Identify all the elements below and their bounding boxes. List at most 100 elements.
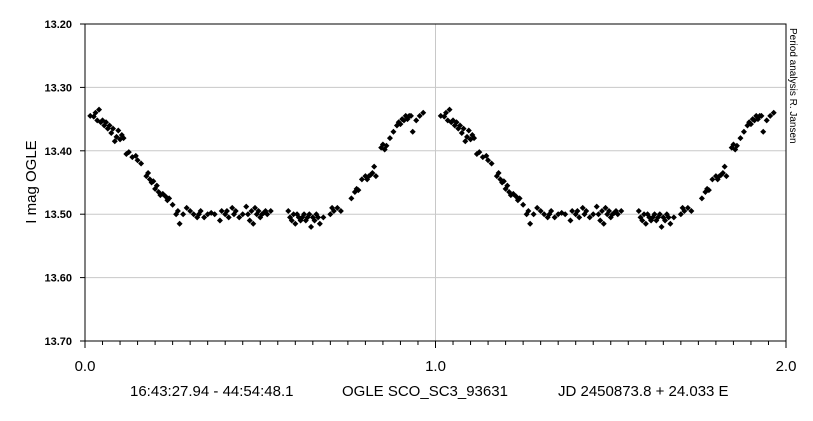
data-point [232,208,239,215]
data-point [763,117,770,124]
data-point [465,127,472,134]
y-tick-label: 13.70 [44,336,72,348]
data-point [458,130,465,137]
data-point [180,211,187,218]
data-point [639,217,646,224]
data-point [598,208,605,215]
data-point [548,208,555,215]
data-point [255,208,262,215]
data-point [330,208,337,215]
data-point [413,117,420,124]
data-point [92,109,99,116]
data-point [111,138,118,145]
data-point [684,204,691,211]
data-point [460,125,467,132]
data-point [567,217,574,224]
data-point [635,208,642,215]
data-point [747,121,754,128]
data-point [516,195,523,202]
data-point [767,112,774,119]
data-point [216,217,223,224]
data-point [534,204,541,211]
y-axis-label: I mag OGLE [23,140,40,223]
credit-text: Period analysis R. Jansen [787,28,798,144]
data-point [641,211,648,218]
data-point [211,211,218,218]
y-axis-ticks: 13.20 13.30 13.40 13.50 13.60 13.70 [44,19,85,348]
data-point [327,211,334,218]
data-point [677,211,684,218]
data-point [597,217,604,224]
data-point [576,214,583,221]
data-point [372,173,379,180]
data-point [658,223,665,230]
data-point [495,169,502,176]
data-point [250,220,257,227]
x-tick-label: 1.0 [425,358,446,375]
data-point [737,135,744,142]
data-point [667,220,674,227]
data-point [760,128,767,135]
data-point [251,204,258,211]
data-point [183,204,190,211]
data-point [301,211,308,218]
data-point [705,187,712,194]
data-point [476,149,483,156]
data-point [153,182,160,189]
data-point [586,214,593,221]
y-tick-label: 13.50 [44,209,72,221]
data-point [504,182,511,189]
data-point [614,211,621,218]
data-point [527,220,534,227]
data-points [87,106,777,230]
data-point [583,208,590,215]
data-point [120,135,127,142]
data-point [602,204,609,211]
data-point [316,220,323,227]
y-tick-label: 13.20 [44,19,72,31]
data-point [285,208,292,215]
data-point [176,220,183,227]
data-point [485,157,492,164]
data-point [670,214,677,221]
data-point [292,220,299,227]
data-point [446,106,453,113]
data-point [243,203,250,210]
data-point [113,133,120,140]
data-point [462,138,469,145]
data-point [386,135,393,142]
data-point [288,217,295,224]
data-point [267,208,274,215]
data-point [125,149,132,156]
data-point [223,208,230,215]
data-point [562,211,569,218]
data-point [150,178,157,185]
data-point [187,208,194,215]
data-point [656,211,663,218]
data-point [471,135,478,142]
data-point [337,208,344,215]
data-point [688,208,695,215]
data-point [246,217,253,224]
y-tick-label: 13.40 [44,146,72,158]
data-point [103,119,110,126]
data-point [525,208,532,215]
data-point [334,204,341,211]
data-point [593,203,600,210]
data-point [569,208,576,215]
data-point [239,211,246,218]
y-tick-label: 13.30 [44,82,72,94]
data-point [719,169,726,176]
data-point [758,112,765,119]
data-point [145,169,152,176]
data-point [520,201,527,208]
data-point [681,208,688,215]
data-point [453,119,460,126]
x-tick-label: 0.0 [75,358,96,375]
data-point [106,122,113,129]
data-point [600,220,607,227]
data-point [197,208,204,215]
data-point [355,187,362,194]
data-point [740,128,747,135]
data-point [229,204,236,211]
